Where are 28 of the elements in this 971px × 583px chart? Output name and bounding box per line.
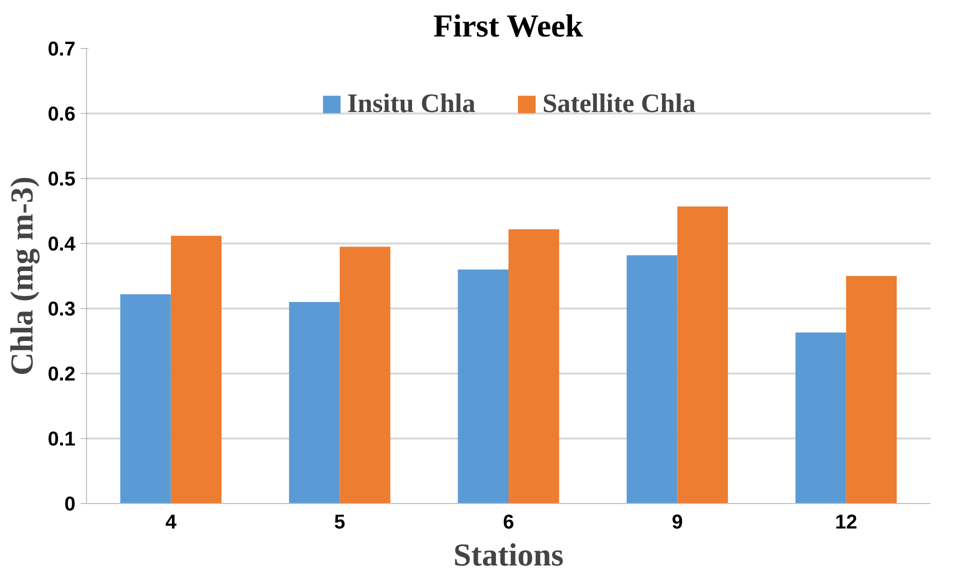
bar [795,332,846,504]
bar [289,302,340,504]
x-tick-label: 12 [834,512,858,534]
x-tick-label: 4 [165,512,178,534]
x-tick-label: 9 [672,512,683,534]
bar [120,294,171,504]
bar [458,270,508,504]
y-tick-label: 0.4 [48,234,76,256]
x-tick-label: 6 [502,512,514,534]
y-tick-label: 0 [64,494,76,516]
bar [626,255,678,504]
x-axis-title: Stations [453,536,564,572]
legend-label: Satellite Chla [542,88,696,119]
y-tick-label: 0.1 [48,428,76,450]
bar [170,236,222,504]
y-axis-title: Chla (mg m-3) [4,176,41,376]
y-tick-label: 0.2 [48,364,76,386]
x-tick-label: 5 [334,512,346,534]
y-tick-label: 0.6 [48,104,76,126]
y-tick-label: 0.7 [48,38,76,60]
y-tick-label: 0.3 [48,298,76,320]
bar [677,206,728,504]
bar [508,229,560,504]
bar [846,276,897,504]
legend-label: Insitu Chla [347,88,476,119]
bar [340,246,390,504]
chart-title: First Week [433,8,584,44]
y-tick-label: 0.5 [48,168,76,190]
